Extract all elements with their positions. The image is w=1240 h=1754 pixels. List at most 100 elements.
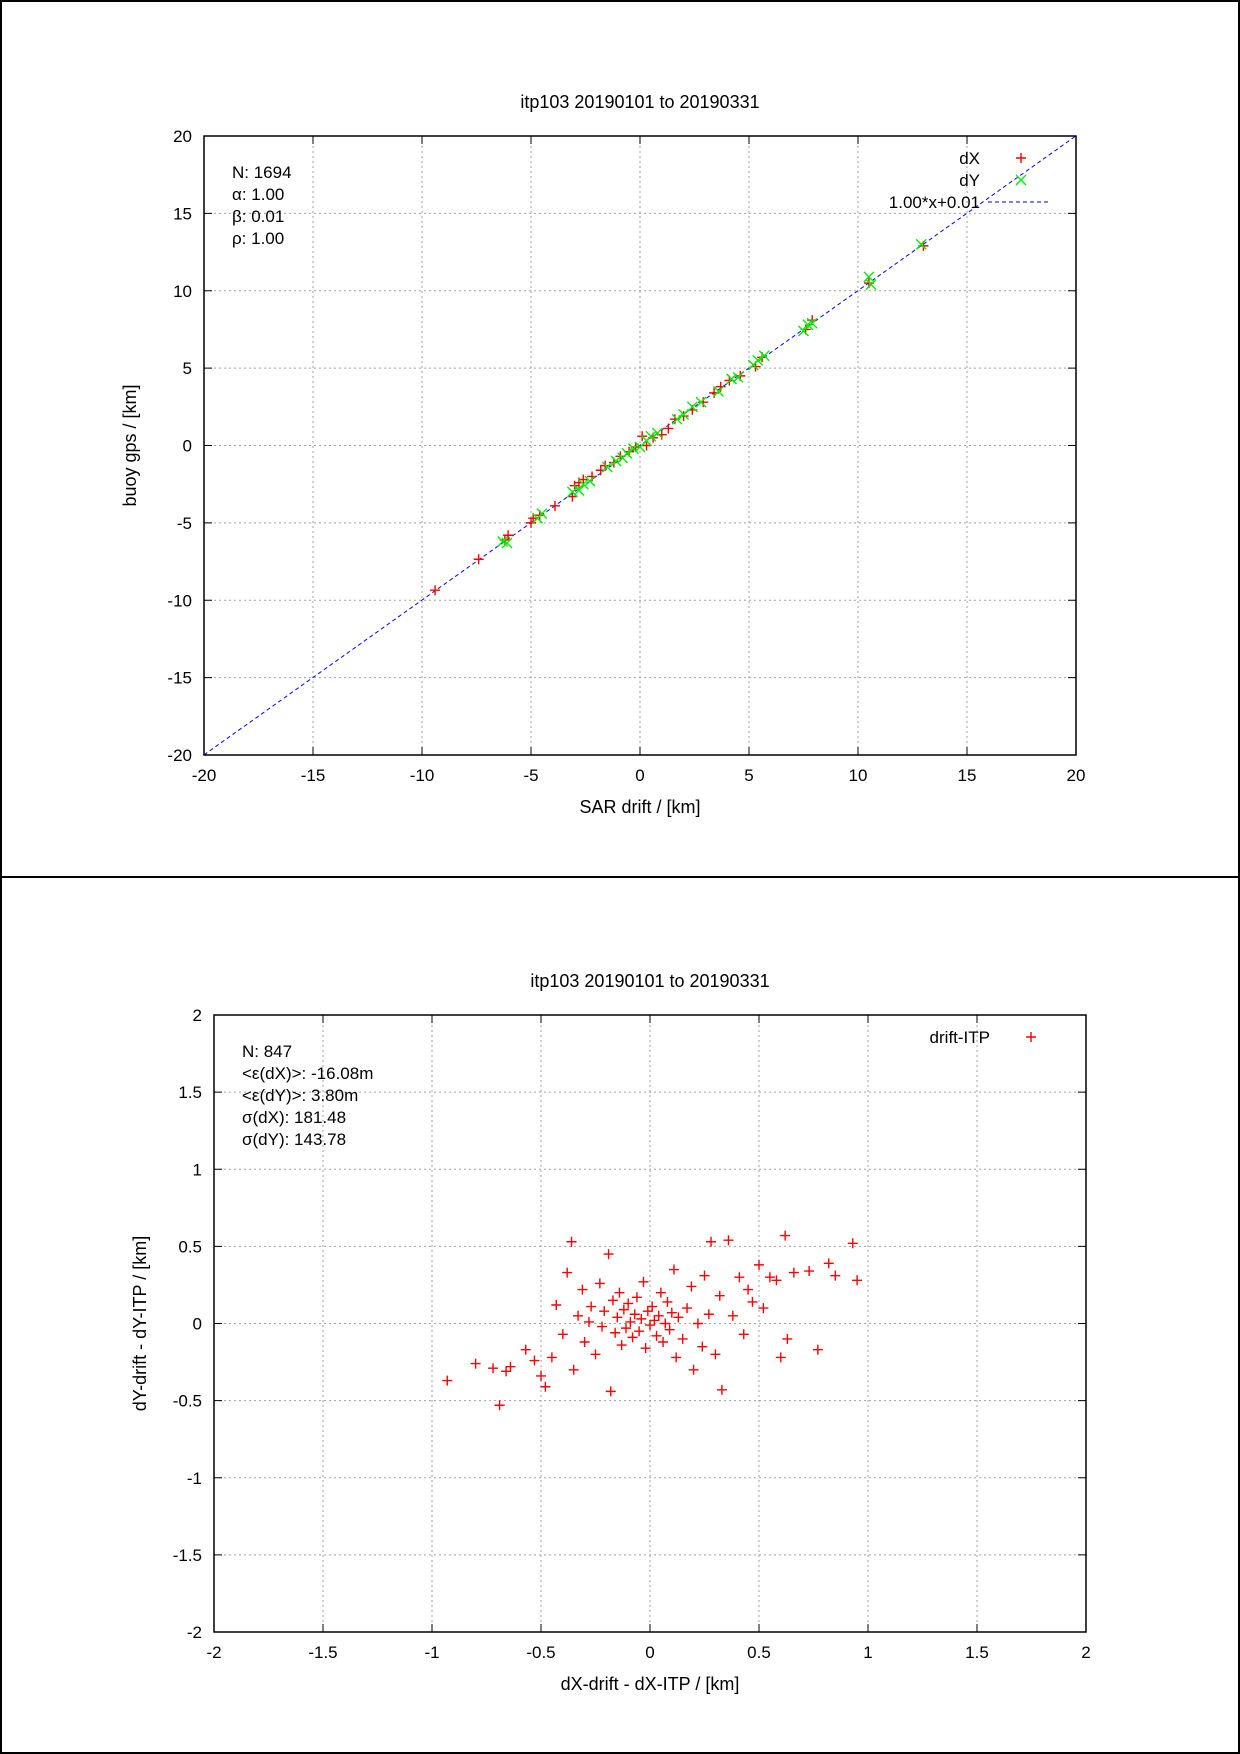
data-point-drift-ITP	[703, 1309, 714, 1320]
data-point-dX	[473, 554, 484, 565]
data-point-drift-ITP	[540, 1381, 551, 1392]
data-point-dY	[584, 475, 596, 487]
stats-line: <ε(dX)>: -16.08m	[242, 1064, 373, 1083]
data-point-drift-ITP	[662, 1296, 673, 1307]
data-point-drift-ITP	[660, 1318, 671, 1329]
stats-line: N: 1694	[232, 163, 292, 182]
x-tick-label: -20	[192, 766, 217, 785]
stats-line: α: 1.00	[232, 185, 284, 204]
data-point-dY	[695, 396, 707, 408]
data-point-drift-ITP	[590, 1349, 601, 1360]
stats-line: σ(dY): 143.78	[242, 1130, 346, 1149]
x-tick-label: -1	[424, 1643, 439, 1662]
data-point-drift-ITP	[664, 1324, 675, 1335]
scatter-chart-drift-difference: itp103 20190101 to 20190331 -2 -1.5 -1 -0.5 0…	[130, 971, 1091, 1694]
data-point-dY	[573, 484, 585, 496]
data-point-dY	[577, 478, 589, 490]
x-tick-label: 10	[849, 766, 868, 785]
data-point-dX	[528, 513, 539, 524]
stats-line: N: 847	[242, 1042, 292, 1061]
x-tick-label: -5	[523, 766, 538, 785]
data-point-dY	[651, 427, 663, 439]
chart-panel-bottom: itp103 20190101 to 20190331 -2 -1.5 -1 -0.5 0…	[0, 876, 1240, 1754]
data-point-drift-ITP	[616, 1340, 627, 1351]
data-point-dX	[669, 414, 680, 425]
scatter-chart-sar-vs-gps: itp103 20190101 to 20190331 -20 -15 -10 -5 0 5…	[120, 92, 1086, 817]
data-point-drift-ITP	[618, 1304, 629, 1315]
y-tick-label: 20	[173, 127, 192, 146]
data-point-drift-ITP	[758, 1303, 769, 1314]
data-point-drift-ITP	[536, 1370, 546, 1381]
data-point-drift-ITP	[551, 1299, 562, 1310]
data-point-drift-ITP	[780, 1230, 791, 1241]
series-dY	[497, 238, 927, 549]
data-point-drift-ITP	[583, 1316, 594, 1327]
data-point-drift-ITP	[614, 1287, 625, 1298]
y-tick-label: 0	[183, 437, 192, 456]
y-tick-label: 1	[193, 1160, 202, 1179]
y-tick-label: 10	[173, 282, 192, 301]
y-tick-label: -1	[187, 1469, 202, 1488]
stats-line: β: 0.01	[232, 207, 284, 226]
data-point-dY	[732, 371, 744, 383]
data-point-drift-ITP	[501, 1366, 512, 1377]
x-tick-label: 0.5	[747, 1643, 771, 1662]
data-point-drift-ITP	[706, 1236, 717, 1247]
data-point-drift-ITP	[638, 1276, 649, 1287]
data-point-dY	[758, 350, 770, 362]
data-point-drift-ITP	[621, 1323, 632, 1334]
data-point-drift-ITP	[625, 1316, 636, 1327]
y-axis-label: dY-drift - dY-ITP / [km]	[130, 1236, 150, 1411]
data-point-drift-ITP	[812, 1344, 823, 1355]
data-point-drift-ITP	[658, 1337, 669, 1348]
data-point-drift-ITP	[692, 1318, 703, 1329]
data-point-drift-ITP	[714, 1290, 725, 1301]
data-point-drift-ITP	[520, 1344, 531, 1355]
data-point-dY	[610, 455, 622, 467]
data-point-drift-ITP	[847, 1238, 858, 1249]
data-point-drift-ITP	[747, 1296, 758, 1307]
x-tick-label: 1.5	[965, 1643, 989, 1662]
x-tick-label: -1.5	[308, 1643, 337, 1662]
chart-title: itp103 20190101 to 20190331	[520, 92, 759, 112]
data-point-drift-ITP	[623, 1298, 634, 1309]
data-point-drift-ITP	[586, 1301, 597, 1312]
data-point-drift-ITP	[640, 1343, 651, 1354]
data-point-drift-ITP	[677, 1333, 688, 1344]
data-point-dY	[627, 443, 639, 455]
data-point-drift-ITP	[612, 1312, 623, 1323]
data-point-drift-ITP	[579, 1337, 590, 1348]
data-point-dY	[726, 373, 738, 385]
data-point-drift-ITP	[686, 1281, 697, 1292]
x-tick-label: 20	[1067, 766, 1086, 785]
x-tick-label: -2	[206, 1643, 221, 1662]
data-point-drift-ITP	[727, 1310, 738, 1321]
data-point-dY	[621, 447, 633, 459]
plot-frame	[203, 135, 1077, 756]
data-point-drift-ITP	[529, 1355, 540, 1366]
data-point-drift-ITP	[673, 1312, 684, 1323]
legend-label: dY	[959, 171, 980, 190]
data-point-drift-ITP	[804, 1266, 815, 1277]
y-tick-label: -20	[167, 746, 192, 765]
stats-line: ρ: 1.00	[232, 229, 284, 248]
data-point-drift-ITP	[782, 1333, 793, 1344]
data-point-drift-ITP	[645, 1320, 655, 1331]
data-point-drift-ITP	[653, 1310, 664, 1321]
data-point-drift-ITP	[788, 1267, 799, 1278]
chart-panel-top: itp103 20190101 to 20190331 -20 -15 -10 -5 0 5…	[0, 0, 1240, 878]
data-point-drift-ITP	[655, 1287, 666, 1298]
x-tick-label: 5	[744, 766, 753, 785]
y-tick-label: 15	[173, 204, 192, 223]
x-tick-label: -10	[410, 766, 435, 785]
plot-frame	[213, 1014, 1087, 1633]
data-point-dY	[686, 401, 698, 413]
x-axis-label: SAR drift / [km]	[579, 797, 700, 817]
data-point-drift-ITP	[557, 1329, 568, 1340]
data-point-dY	[601, 461, 613, 473]
x-tick-label: 1	[863, 1643, 872, 1662]
data-point-dY	[712, 385, 724, 397]
data-point-dX	[578, 474, 589, 485]
data-point-drift-ITP	[605, 1386, 616, 1397]
data-point-dY	[566, 486, 578, 498]
